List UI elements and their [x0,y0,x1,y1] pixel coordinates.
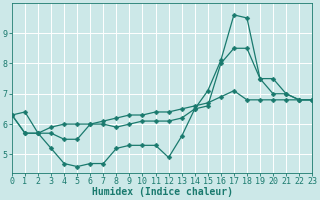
X-axis label: Humidex (Indice chaleur): Humidex (Indice chaleur) [92,187,233,197]
